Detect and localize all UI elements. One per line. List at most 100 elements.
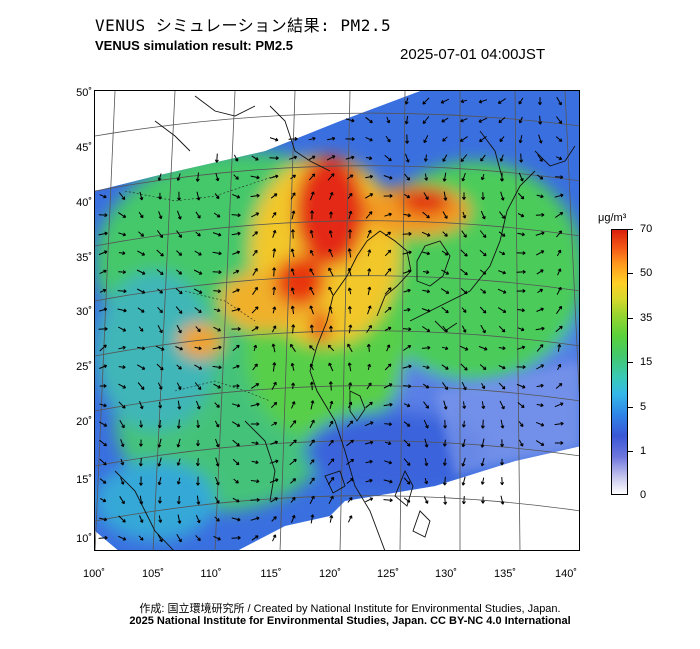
wind-arrow bbox=[497, 288, 507, 294]
colorbar-label-5: 5 bbox=[640, 401, 647, 413]
wind-arrow bbox=[157, 382, 163, 390]
wind-arrow bbox=[233, 478, 239, 484]
wind-arrow bbox=[99, 517, 108, 522]
wind-arrow bbox=[555, 175, 564, 180]
wind-arrow bbox=[213, 535, 221, 541]
wind-arrow bbox=[118, 345, 126, 350]
wind-arrow bbox=[498, 117, 506, 124]
wind-arrow bbox=[289, 420, 297, 428]
wind-arrow bbox=[480, 210, 486, 220]
wind-arrow bbox=[289, 439, 297, 447]
wind-arrow bbox=[442, 211, 448, 219]
borders bbox=[124, 175, 276, 402]
wind-arrow bbox=[291, 210, 296, 220]
wind-arrow bbox=[345, 137, 355, 142]
wind-arrow bbox=[212, 270, 222, 275]
wind-arrow bbox=[232, 439, 240, 447]
wind-arrow bbox=[196, 439, 201, 447]
wind-arrow bbox=[516, 288, 526, 293]
wind-arrow bbox=[518, 116, 523, 124]
wind-arrow bbox=[252, 249, 258, 257]
wind-arrow bbox=[213, 326, 221, 332]
wind-arrow bbox=[460, 154, 468, 162]
wind-arrow bbox=[272, 306, 277, 314]
lat-label-50: 50˚ bbox=[76, 87, 92, 99]
wind-arrow bbox=[291, 324, 296, 334]
wind-arrow bbox=[308, 136, 316, 141]
wind-arrow bbox=[404, 97, 409, 105]
colorbar-tick-mark bbox=[628, 362, 633, 363]
colorbar-tick-mark bbox=[628, 451, 633, 452]
wind-arrow bbox=[308, 155, 316, 161]
wind-arrow bbox=[194, 346, 202, 351]
wind-arrow bbox=[328, 248, 334, 258]
wind-arrow bbox=[310, 514, 315, 524]
wind-arrow bbox=[98, 535, 108, 540]
wind-arrow bbox=[290, 248, 295, 258]
wind-arrow bbox=[118, 515, 126, 523]
wind-arrow bbox=[137, 250, 146, 256]
wind-arrow bbox=[231, 326, 241, 331]
wind-arrow bbox=[328, 306, 333, 314]
wind-arrow bbox=[555, 156, 563, 161]
wind-arrow bbox=[536, 174, 544, 180]
wind-arrow bbox=[212, 251, 222, 256]
wind-arrow bbox=[366, 382, 372, 390]
wind-arrow bbox=[403, 458, 411, 466]
lon-label-130: 130˚ bbox=[434, 568, 458, 580]
wind-arrow bbox=[402, 269, 412, 274]
wind-arrow bbox=[478, 117, 488, 123]
wind-arrow bbox=[479, 230, 487, 238]
wind-arrow bbox=[403, 345, 412, 351]
graticule bbox=[95, 91, 579, 550]
wind-arrow bbox=[118, 326, 127, 332]
copyright-line: 2025 National Institute for Environmenta… bbox=[129, 615, 571, 627]
wind-arrow bbox=[309, 495, 315, 505]
wind-arrow bbox=[232, 193, 241, 199]
wind-arrow bbox=[403, 439, 411, 447]
wind-arrow bbox=[156, 249, 164, 257]
wind-arrow bbox=[309, 439, 315, 447]
wind-arrow bbox=[232, 288, 240, 293]
wind-arrow bbox=[347, 497, 353, 503]
wind-arrow bbox=[421, 345, 431, 350]
wind-arrow bbox=[384, 268, 392, 276]
wind-arrow bbox=[402, 364, 412, 369]
wind-arrow bbox=[156, 230, 164, 239]
wind-arrow bbox=[421, 231, 431, 237]
wind-arrow bbox=[290, 287, 295, 295]
wind-arrow bbox=[231, 231, 241, 236]
wind-arrow bbox=[157, 173, 162, 181]
wind-arrow bbox=[367, 268, 372, 276]
wind-arrow bbox=[118, 251, 126, 256]
wind-arrow bbox=[118, 365, 126, 370]
wind-arrow bbox=[271, 325, 277, 333]
pm25-concentration-field bbox=[95, 91, 579, 550]
wind-arrow bbox=[346, 458, 355, 466]
wind-arrow bbox=[194, 250, 202, 256]
wind-arrow bbox=[176, 173, 181, 181]
wind-arrow bbox=[195, 400, 201, 410]
wind-arrow bbox=[139, 515, 144, 523]
wind-arrow bbox=[554, 421, 564, 426]
wind-arrow bbox=[347, 306, 352, 314]
lon-label-140: 140˚ bbox=[554, 568, 578, 580]
lat-label-30: 30˚ bbox=[76, 306, 92, 318]
wind-arrow bbox=[479, 249, 487, 257]
wind-arrow bbox=[119, 496, 125, 505]
wind-arrow bbox=[214, 476, 220, 486]
wind-arrow bbox=[462, 211, 467, 219]
wind-arrow bbox=[480, 477, 485, 485]
wind-arrow bbox=[99, 384, 107, 388]
wind-arrow bbox=[329, 211, 334, 219]
lon-label-110: 110˚ bbox=[200, 568, 222, 580]
wind-arrow bbox=[139, 401, 144, 410]
wind-arrow bbox=[461, 381, 467, 391]
wind-arrow bbox=[138, 535, 144, 541]
wind-arrow bbox=[536, 403, 544, 408]
wind-arrow bbox=[99, 307, 108, 312]
wind-arrow bbox=[251, 383, 260, 389]
wind-arrow bbox=[120, 439, 125, 448]
wind-arrow bbox=[196, 191, 201, 201]
wind-arrow bbox=[554, 402, 564, 408]
